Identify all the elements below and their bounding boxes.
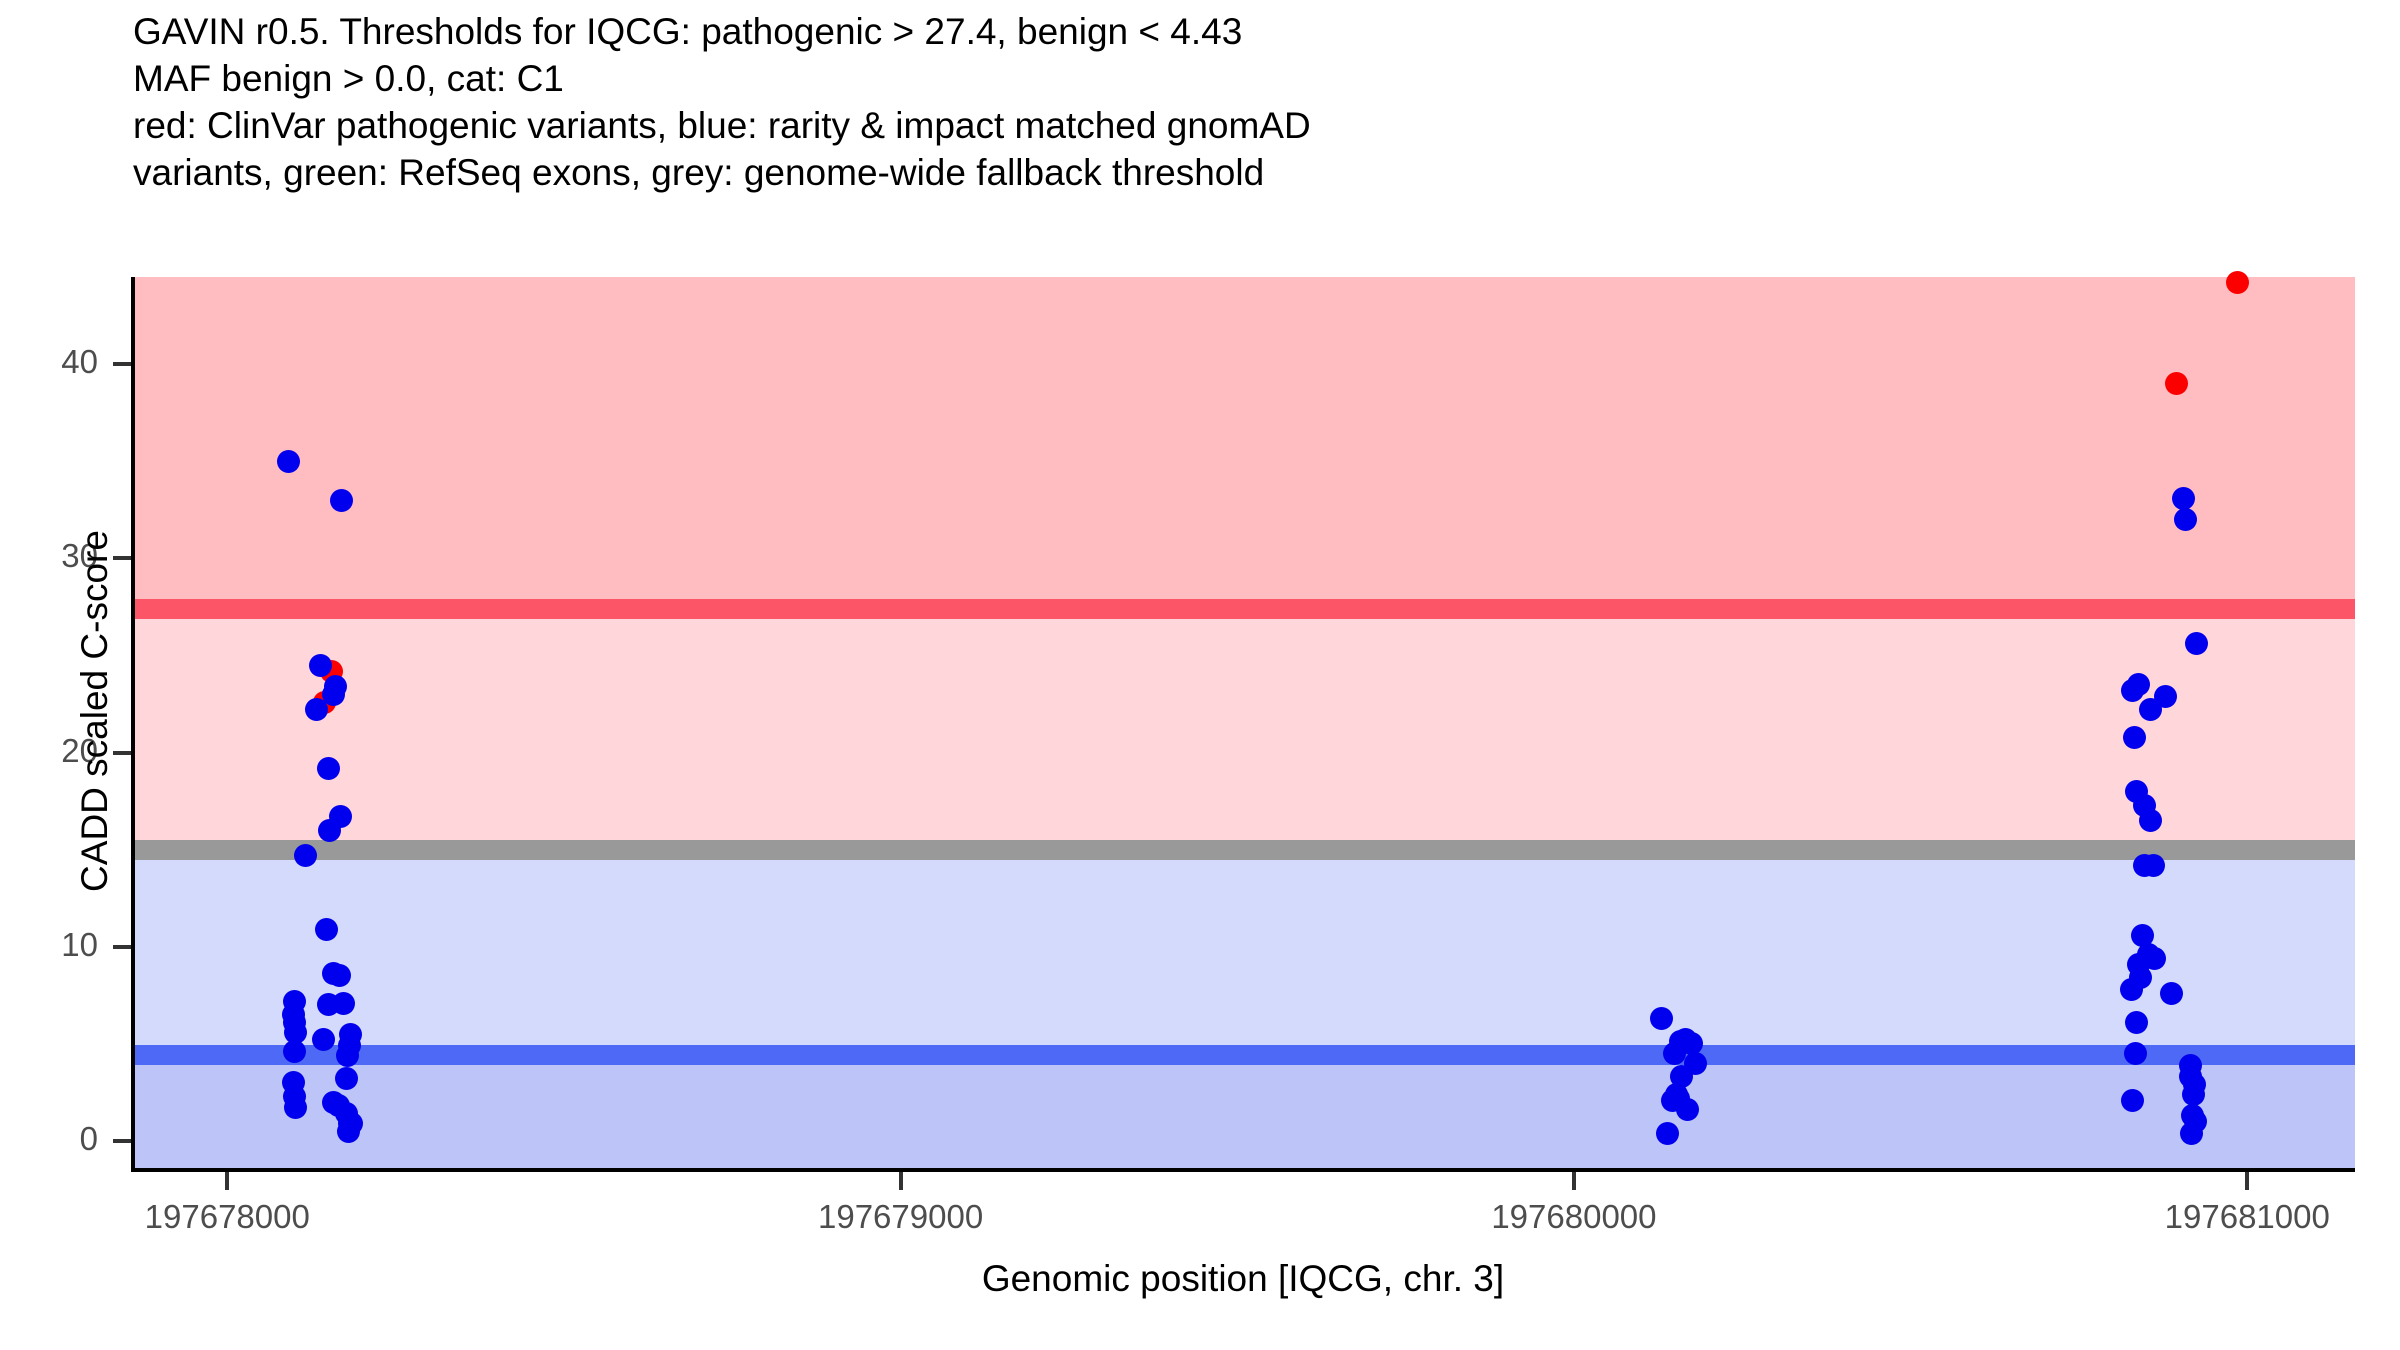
chart-title-block: GAVIN r0.5. Thresholds for IQCG: pathoge… <box>133 8 2333 196</box>
gnomad-variant-point <box>2141 853 2165 877</box>
y-axis-tick <box>113 1138 131 1143</box>
gnomad-variant-point <box>283 1040 307 1064</box>
title-line-1: GAVIN r0.5. Thresholds for IQCG: pathoge… <box>133 11 1243 52</box>
title-line-2: MAF benign > 0.0, cat: C1 <box>133 58 564 99</box>
gnomad-variant-point <box>293 844 317 867</box>
gnomad-variant-point <box>340 1111 364 1135</box>
gnomad-variant-point <box>2171 486 2195 510</box>
gnomad-variant-point <box>284 1020 308 1044</box>
gnomad-variant-point <box>331 991 355 1015</box>
gnomad-variant-point <box>1679 1032 1703 1056</box>
y-axis-line <box>131 277 135 1172</box>
y-axis-title: CADD scaled C-score <box>74 530 115 892</box>
gnomad-variant-point <box>322 682 346 706</box>
pathogenic-variant-point <box>2165 372 2189 396</box>
x-axis-tick <box>225 1172 230 1190</box>
pathogenic-variant-point <box>2225 271 2249 295</box>
intermediate-band <box>133 608 2355 850</box>
gnomad-variant-point <box>1670 1065 1694 1089</box>
x-axis-tick <box>898 1172 903 1190</box>
gnomad-variant-point <box>305 698 329 722</box>
benign-lower-band <box>133 1054 2355 1170</box>
x-axis-tick-label: 197678000 <box>144 1198 310 1235</box>
gnomad-variant-point <box>2153 684 2177 708</box>
gnomad-variant-point <box>2126 673 2150 697</box>
gnomad-variant-point <box>312 1028 336 1052</box>
gnomad-variant-point <box>328 964 352 988</box>
gnomad-variant-point <box>2185 632 2209 656</box>
gnomad-variant-point <box>334 1067 358 1091</box>
y-axis-tick-label: 0 <box>79 1119 98 1157</box>
gnomad-variant-point <box>315 917 339 941</box>
y-axis-tick-label: 20 <box>61 731 98 769</box>
plot-panel <box>133 271 2355 1170</box>
gnomad-variant-point <box>316 756 340 780</box>
gnomad-variant-point <box>2119 977 2143 1001</box>
y-axis-tick-label: 40 <box>61 343 98 381</box>
gnomad-variant-point <box>2160 981 2184 1005</box>
x-axis-tick-label: 197681000 <box>2164 1198 2330 1235</box>
benign-threshold-line <box>133 1044 2355 1065</box>
benign-upper-band <box>133 849 2355 1055</box>
gnomad-variant-point <box>2138 809 2162 833</box>
gnomad-variant-point <box>2181 1082 2205 1106</box>
gnomad-variant-point <box>330 488 354 512</box>
x-axis-tick-label: 197679000 <box>818 1198 984 1235</box>
y-axis-tick <box>113 556 131 561</box>
y-axis-tick-label: 30 <box>61 537 98 575</box>
gnomad-variant-point <box>283 1096 307 1120</box>
pathogenic-threshold-line <box>133 598 2355 619</box>
gnomad-variant-point <box>277 449 301 473</box>
gnomad-variant-point <box>2122 725 2146 749</box>
gnomad-variant-point <box>2173 508 2197 532</box>
pathogenic-band <box>133 277 2355 609</box>
x-axis-tick <box>2245 1172 2250 1190</box>
gnomad-variant-point <box>336 1043 360 1067</box>
gnomad-variant-point <box>2179 1121 2203 1145</box>
x-axis-tick-label: 197680000 <box>1491 1198 1657 1235</box>
title-line-4: variants, green: RefSeq exons, grey: gen… <box>133 152 1265 193</box>
x-axis-tick <box>1571 1172 1576 1190</box>
gnomad-variant-point <box>2123 1042 2147 1066</box>
x-axis-line <box>131 1168 2355 1172</box>
y-axis-tick <box>113 944 131 949</box>
gnomad-variant-point <box>1656 1121 1680 1145</box>
gnomad-variant-point <box>308 653 332 677</box>
gnomad-variant-point <box>2131 923 2155 947</box>
gnomad-variant-point <box>328 805 352 829</box>
y-axis-tick <box>113 362 131 367</box>
x-axis-title: Genomic position [IQCG, chr. 3] <box>981 1258 1505 1299</box>
gnomad-variant-point <box>2121 1088 2145 1112</box>
gnomad-variant-point <box>1676 1098 1700 1122</box>
y-axis-tick-label: 10 <box>61 925 98 963</box>
gnomad-variant-point <box>2125 1010 2149 1034</box>
fallback-threshold-line <box>133 839 2355 860</box>
gnomad-variant-point <box>1649 1007 1673 1031</box>
y-axis-tick <box>113 750 131 755</box>
title-line-3: red: ClinVar pathogenic variants, blue: … <box>133 105 1311 146</box>
